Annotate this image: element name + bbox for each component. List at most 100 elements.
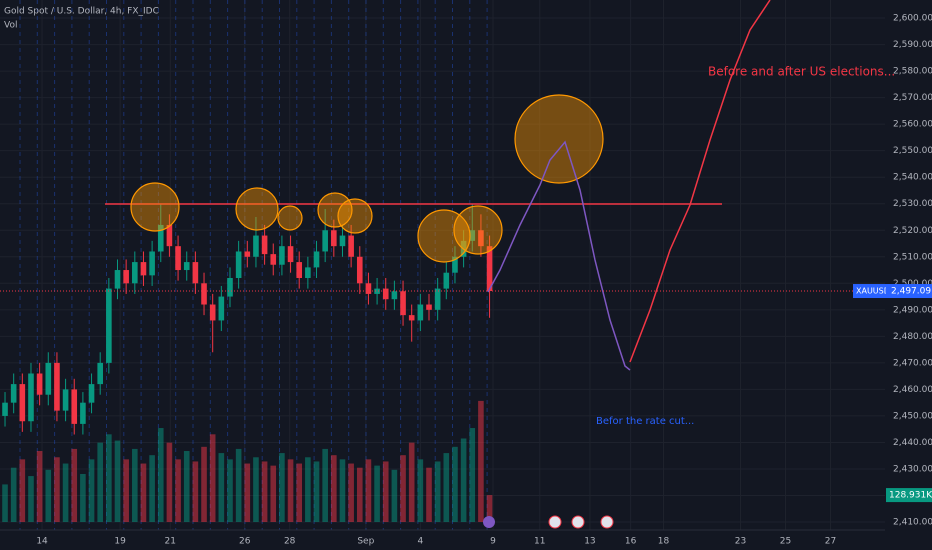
x-tick-label: 13 xyxy=(584,537,595,547)
candle-body xyxy=(54,362,60,411)
x-tick-label: 14 xyxy=(36,537,48,547)
projection-path xyxy=(629,0,771,363)
candles xyxy=(2,203,493,435)
candle-body xyxy=(374,288,380,294)
candle-body xyxy=(10,384,17,403)
candle-body xyxy=(305,267,311,278)
event-icon[interactable] xyxy=(548,515,562,529)
event-icon[interactable] xyxy=(483,516,495,528)
candle-body xyxy=(469,230,476,241)
volume-bar xyxy=(460,438,467,522)
volume-bar xyxy=(97,442,103,522)
candle-body xyxy=(296,262,303,278)
y-tick-label: 2,550.00 xyxy=(893,146,932,156)
volume-bar xyxy=(365,459,372,522)
candle-body xyxy=(45,362,52,395)
circle xyxy=(417,209,471,263)
y-tick-label: 2,410.00 xyxy=(893,518,932,528)
volume-bar xyxy=(218,453,225,522)
y-tick-label: 2,520.00 xyxy=(893,226,932,236)
volume-bar xyxy=(305,457,311,522)
candle-body xyxy=(339,235,346,247)
y-tick-label: 2,540.00 xyxy=(893,173,932,183)
volume-bar xyxy=(253,457,259,522)
candle-body xyxy=(132,262,138,284)
y-tick-label: 2,430.00 xyxy=(893,464,932,474)
x-tick-label: 18 xyxy=(658,537,670,547)
symbol-tag xyxy=(853,284,886,299)
candle-body xyxy=(253,235,259,257)
candle-body xyxy=(36,373,43,395)
annotation: Before and after US elections... xyxy=(708,65,895,79)
event-icon[interactable] xyxy=(600,515,614,529)
circle xyxy=(235,187,279,231)
candle-body xyxy=(365,283,372,294)
volume-bar xyxy=(36,451,43,522)
candle-body xyxy=(80,402,86,424)
volume-bar xyxy=(149,455,155,522)
candle-body xyxy=(356,256,363,284)
candle-body xyxy=(183,262,190,271)
volume-bar xyxy=(209,434,216,522)
candle-body xyxy=(97,362,103,385)
volume-bar xyxy=(227,459,233,522)
volume-bar xyxy=(88,459,95,522)
x-tick-label: 27 xyxy=(825,537,836,547)
candle-body xyxy=(71,389,78,424)
event-icon[interactable] xyxy=(571,515,585,529)
volume-bar xyxy=(201,446,207,522)
volume-bar xyxy=(400,455,406,522)
candle-body xyxy=(417,304,424,321)
circle xyxy=(453,205,503,255)
y-tick-label: 2,530.00 xyxy=(893,199,932,209)
candle-body xyxy=(235,251,242,278)
candle-body xyxy=(478,230,484,247)
x-tick-label: 28 xyxy=(284,537,296,547)
x-tick-label: 11 xyxy=(534,537,545,547)
volume-pane xyxy=(2,400,493,522)
candle-body xyxy=(2,402,8,416)
candle-body xyxy=(434,288,441,310)
y-tick-label: 2,510.00 xyxy=(893,252,932,262)
candle-body xyxy=(106,288,112,363)
candle-body xyxy=(157,224,164,252)
volume-bar xyxy=(235,448,242,522)
candle-body xyxy=(244,251,251,257)
y-tick-label: 2,580.00 xyxy=(893,67,932,77)
volume-tag xyxy=(886,488,932,503)
volume-bar xyxy=(183,451,190,522)
candle-body xyxy=(62,389,69,411)
volume-bar xyxy=(452,446,458,522)
candle-body xyxy=(400,291,406,316)
y-tick-label: 2,450.00 xyxy=(893,411,932,421)
volume-bar xyxy=(123,459,129,522)
annotation: Befor the rate cut... xyxy=(596,416,694,427)
volume-bar xyxy=(417,459,424,522)
candle-body xyxy=(322,230,328,252)
volume-bar xyxy=(443,453,450,522)
grid xyxy=(0,0,885,530)
volume-bar xyxy=(28,476,34,522)
candle-body xyxy=(348,235,354,257)
x-tick-label: 4 xyxy=(417,537,423,547)
volume-bar xyxy=(132,448,138,522)
x-tick-label: 16 xyxy=(625,537,637,547)
candle-body xyxy=(331,230,337,247)
circle xyxy=(130,182,180,232)
candle-body xyxy=(261,235,268,255)
circle xyxy=(317,192,353,228)
candle-body xyxy=(218,296,225,321)
volume-bar xyxy=(287,459,294,522)
price-tag-label: 2,497.09 xyxy=(891,287,931,297)
candle-body xyxy=(123,270,129,284)
candle-body xyxy=(227,277,233,297)
volume-bar xyxy=(322,448,328,522)
price-axis xyxy=(885,0,932,550)
candle-body xyxy=(201,283,207,305)
candle-body xyxy=(313,251,320,268)
candle-body xyxy=(19,384,26,422)
volume-bar xyxy=(391,469,398,522)
volume-bar xyxy=(356,467,363,522)
candle-body xyxy=(88,384,95,403)
y-tick-label: 2,480.00 xyxy=(893,332,932,342)
